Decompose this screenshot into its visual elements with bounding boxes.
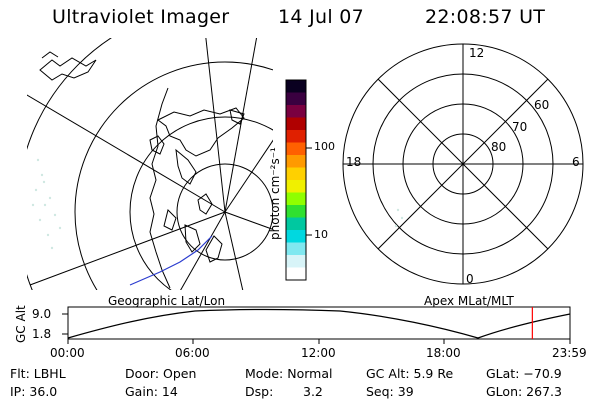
colorbar-segment	[286, 92, 306, 106]
colorbar-segment	[286, 117, 306, 131]
colorbar-segment	[286, 105, 306, 118]
geographic-map	[27, 38, 273, 290]
mlt-label-0: 0	[466, 272, 474, 286]
altitude-tick-high: 9.0	[32, 307, 52, 321]
colorbar-segment	[286, 180, 306, 193]
info-dsp: Dsp:	[245, 384, 274, 399]
colorbar-segment	[286, 217, 306, 231]
geographic-label: Geographic Lat/Lon	[108, 294, 226, 308]
date-label: 14 Jul 07	[278, 6, 365, 28]
time-tick-0600: 06:00	[175, 346, 210, 360]
time-tick-2359: 23:59	[552, 346, 587, 360]
colorbar-segment	[286, 142, 306, 156]
instrument-title: Ultraviolet Imager	[52, 6, 230, 28]
info-mode: Mode: Normal	[245, 366, 333, 381]
colorbar-segment	[286, 255, 306, 268]
polar-plot	[342, 43, 584, 285]
altitude-axis-label: GC Alt	[14, 305, 28, 343]
colorbar-unit-label: photon cm⁻²s⁻¹	[268, 147, 282, 240]
colorbar-segment	[286, 80, 306, 93]
altitude-tick-low: 1.8	[32, 327, 52, 341]
info-gain: Gain: 14	[125, 384, 178, 399]
colorbar-segment	[286, 205, 306, 218]
mlt-label-6: 6	[572, 155, 580, 169]
info-glon: GLon: 267.3	[486, 384, 562, 399]
time-label: 22:08:57 UT	[425, 6, 546, 28]
time-tick-0000: 00:00	[50, 346, 85, 360]
colorbar-segment	[286, 155, 306, 168]
altitude-strip	[62, 306, 571, 344]
info-ip: IP: 36.0	[10, 384, 58, 399]
colorbar-segment	[286, 192, 306, 206]
colorbar-segment	[286, 267, 306, 281]
info-door: Door: Open	[125, 366, 197, 381]
colorbar-segment	[286, 230, 306, 243]
colorbar-segment	[286, 242, 306, 256]
lat-label-70: 70	[512, 120, 528, 134]
colorbar-segment	[286, 167, 306, 181]
apex-label: Apex MLat/MLT	[424, 294, 514, 308]
colorbar-tick-10: 10	[314, 228, 328, 241]
info-gc-alt: GC Alt: 5.9 Re	[366, 366, 454, 381]
mlt-label-18: 18	[346, 155, 362, 169]
mlt-label-12: 12	[469, 46, 485, 60]
info-seq: Seq: 39	[366, 384, 414, 399]
time-tick-1800: 18:00	[426, 346, 461, 360]
info-filter: Flt: LBHL	[10, 366, 66, 381]
color-bar	[286, 80, 306, 281]
colorbar-tick-100: 100	[314, 140, 335, 153]
colorbar-segment	[286, 130, 306, 143]
info-glat: GLat: −70.9	[486, 366, 562, 381]
info-dsp-value: 3.2	[303, 384, 323, 399]
time-tick-1200: 12:00	[301, 346, 336, 360]
lat-label-80: 80	[491, 140, 507, 154]
lat-label-60: 60	[534, 98, 550, 112]
